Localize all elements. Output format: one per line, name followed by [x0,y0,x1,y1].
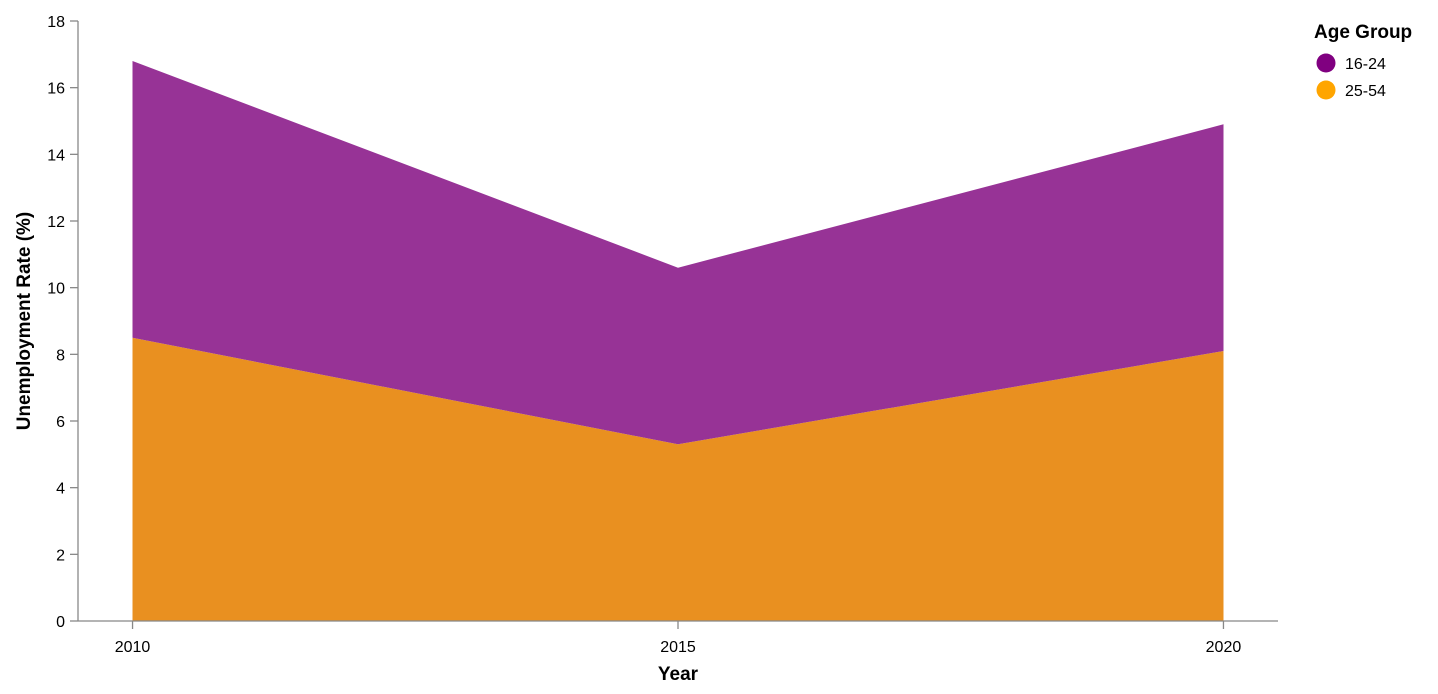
x-axis-title: Year [658,664,699,685]
y-tick-label: 14 [47,147,65,164]
legend-swatch-25-54 [1316,80,1336,100]
x-tick-label: 2010 [115,639,151,656]
y-tick-label: 2 [56,547,65,564]
legend-title: Age Group [1314,22,1412,43]
area-series-25-54 [132,337,1224,621]
plot-areas [132,61,1224,621]
y-tick-label: 8 [56,347,65,364]
y-axis-title: Unemployment Rate (%) [14,212,35,431]
y-tick-label: 10 [47,281,65,298]
area-series-16-24 [132,61,1224,445]
x-tick-label: 2015 [660,639,696,656]
legend-label-16-24: 16-24 [1345,56,1386,73]
legend-label-25-54: 25-54 [1345,83,1386,100]
y-tick-label: 4 [56,481,65,498]
y-axis: 0 2 4 6 8 10 12 14 16 18 [47,14,79,631]
y-tick-label: 0 [56,614,65,631]
legend-swatch-16-24 [1316,53,1336,73]
x-tick-label: 2020 [1206,639,1242,656]
y-tick-label: 6 [56,414,65,431]
y-tick-label: 18 [47,14,65,31]
legend: Age Group 16-24 25-54 [1314,22,1412,100]
x-axis: 2010 2015 2020 [78,620,1278,656]
y-tick-label: 12 [47,214,65,231]
y-tick-label: 16 [47,81,65,98]
